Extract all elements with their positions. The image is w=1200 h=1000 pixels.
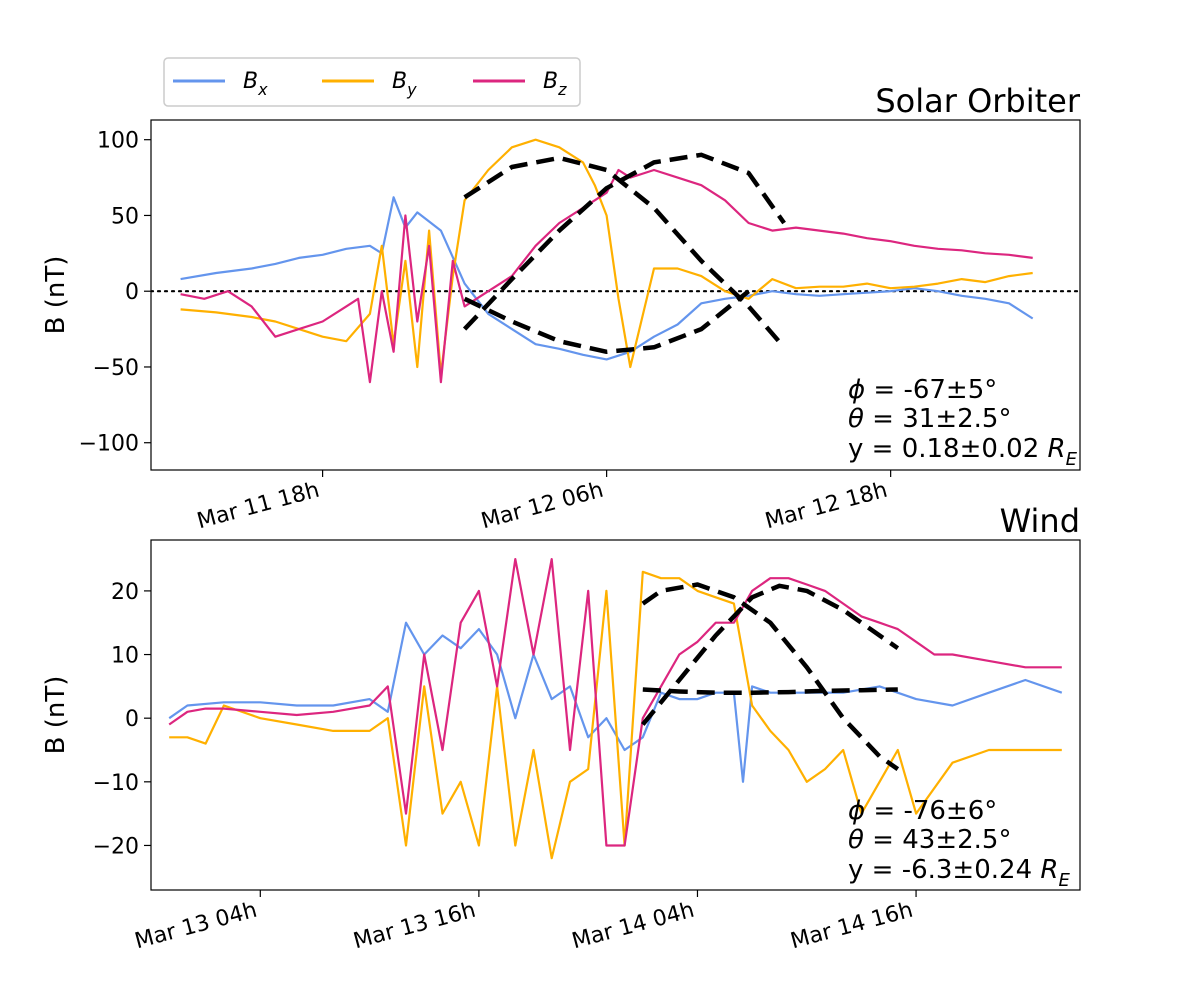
wind-xtick-label: Mar 13 04h bbox=[132, 898, 260, 955]
wind-ytick-label: 10 bbox=[111, 644, 139, 669]
solar-orbiter-plot-area bbox=[151, 138, 1080, 384]
solar-orbiter-series-bz bbox=[180, 168, 1033, 384]
solar-orbiter-title: Solar Orbiter bbox=[875, 82, 1081, 120]
solar-orbiter-series-bx-fit bbox=[463, 289, 751, 355]
wind-series-bx bbox=[168, 621, 1063, 783]
wind-series-bx-fit bbox=[642, 687, 898, 695]
solar-orbiter-ytick-label: 50 bbox=[111, 204, 139, 229]
solar-orbiter-ylabel: B (nT) bbox=[41, 256, 71, 335]
wind-ytick-label: 0 bbox=[125, 707, 139, 732]
wind-ytick-label: −20 bbox=[93, 834, 139, 859]
solar-orbiter-series-bz-fit bbox=[462, 152, 786, 331]
wind-ytick-label: 20 bbox=[111, 580, 139, 605]
legend-label-by: By bbox=[392, 69, 417, 99]
wind-series-bz-fit bbox=[641, 583, 900, 726]
panel-solar-orbiter: Solar Orbiter 100 50 0 −50 −100 Mar 11 18h Mar … bbox=[41, 82, 1081, 534]
solar-orbiter-series-bx bbox=[180, 196, 1034, 361]
solar-orbiter-xtick-label: Mar 12 18h bbox=[763, 478, 891, 535]
wind-frame bbox=[150, 539, 1081, 891]
wind-series-by-fit bbox=[641, 582, 900, 771]
wind-series-by bbox=[169, 570, 1062, 860]
solar-orbiter-fit-parameters: ϕ = -67±5°θ = 31±2.5°y = 0.18±0.02 RE bbox=[848, 375, 1078, 470]
legend-label-bx: Bx bbox=[243, 69, 268, 99]
wind-xtick-label: Mar 13 16h bbox=[351, 898, 479, 955]
wind-xtick-label: Mar 14 04h bbox=[569, 898, 697, 955]
wind-fit-parameters: ϕ = -76±6°θ = 43±2.5°y = -6.3±0.24 RE bbox=[848, 796, 1070, 891]
solar-orbiter-ytick-label: −100 bbox=[79, 432, 139, 457]
solar-orbiter-series-by-fit bbox=[463, 155, 786, 349]
solar-orbiter-frame bbox=[150, 119, 1081, 471]
solar-orbiter-ytick-label: 0 bbox=[125, 280, 139, 305]
wind-xtick-label: Mar 14 16h bbox=[788, 898, 916, 955]
wind-ylabel: B (nT) bbox=[41, 676, 71, 755]
solar-orbiter-ytick-label: −50 bbox=[93, 356, 139, 381]
solar-orbiter-param-2: y = 0.18±0.02 RE bbox=[848, 434, 1078, 470]
solar-orbiter-param-1: θ = 31±2.5° bbox=[848, 404, 1011, 434]
solar-orbiter-xtick-label: Mar 11 18h bbox=[195, 478, 323, 535]
legend: Bx By Bz bbox=[163, 57, 581, 107]
panel-wind: Wind 20 10 0 −10 −20 Mar 13 04h Mar 13 16h Mar 1… bbox=[41, 502, 1081, 955]
solar-orbiter-ytick-label: 100 bbox=[97, 129, 139, 154]
legend-label-bz: Bz bbox=[543, 69, 567, 99]
solar-orbiter-xtick-label: Mar 12 06h bbox=[479, 478, 607, 535]
wind-param-2: y = -6.3±0.24 RE bbox=[848, 855, 1070, 891]
wind-param-1: θ = 43±2.5° bbox=[848, 825, 1011, 855]
wind-title: Wind bbox=[1000, 502, 1080, 540]
wind-series-bz bbox=[168, 557, 1062, 847]
wind-plot-area bbox=[168, 557, 1063, 860]
solar-orbiter-series-by bbox=[180, 138, 1033, 376]
solar-orbiter-param-0: ϕ = -67±5° bbox=[848, 375, 997, 405]
wind-param-0: ϕ = -76±6° bbox=[848, 796, 997, 826]
wind-ytick-label: −10 bbox=[93, 771, 139, 796]
